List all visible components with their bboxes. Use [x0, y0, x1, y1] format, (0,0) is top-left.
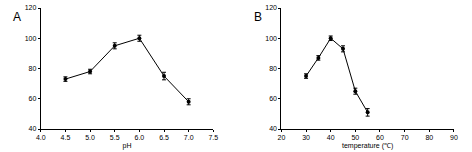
svg-text:20: 20	[278, 134, 286, 141]
svg-text:80: 80	[425, 134, 433, 141]
svg-text:7.0: 7.0	[184, 134, 194, 141]
svg-text:40: 40	[29, 125, 37, 132]
svg-text:6.0: 6.0	[134, 134, 144, 141]
svg-text:60: 60	[376, 134, 384, 141]
svg-text:80: 80	[269, 65, 277, 72]
svg-text:70: 70	[401, 134, 409, 141]
svg-text:50: 50	[351, 134, 359, 141]
svg-text:4.5: 4.5	[61, 134, 71, 141]
svg-text:7.5: 7.5	[208, 134, 218, 141]
svg-text:4.0: 4.0	[36, 134, 46, 141]
svg-text:80: 80	[29, 65, 37, 72]
svg-text:temperature (℃): temperature (℃)	[342, 142, 393, 150]
svg-text:90: 90	[450, 134, 458, 141]
svg-text:B: B	[254, 10, 262, 24]
svg-text:100: 100	[265, 35, 277, 42]
svg-text:60: 60	[269, 95, 277, 102]
svg-text:60: 60	[29, 95, 37, 102]
svg-text:120: 120	[265, 4, 277, 11]
svg-text:120: 120	[25, 4, 37, 11]
svg-text:6.5: 6.5	[159, 134, 169, 141]
svg-text:pH: pH	[123, 142, 132, 150]
svg-text:5.0: 5.0	[85, 134, 95, 141]
svg-text:A: A	[13, 10, 21, 24]
svg-text:5.5: 5.5	[110, 134, 120, 141]
svg-text:40: 40	[269, 125, 277, 132]
svg-text:30: 30	[302, 134, 310, 141]
svg-text:100: 100	[25, 35, 37, 42]
svg-text:40: 40	[327, 134, 335, 141]
